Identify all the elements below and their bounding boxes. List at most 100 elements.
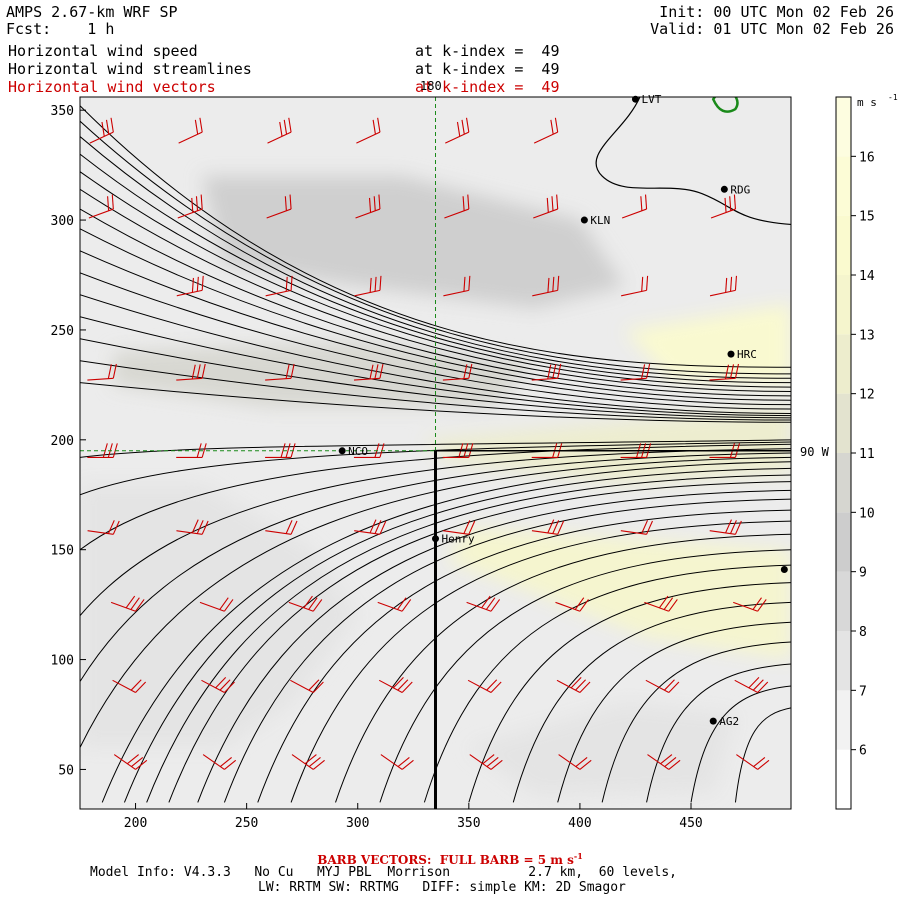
colorbar-band	[836, 512, 851, 572]
colorbar-band	[836, 334, 851, 394]
wind-barb	[88, 194, 114, 219]
streamline-north-12	[80, 338, 791, 419]
colorbar-band	[836, 749, 851, 809]
coastline	[595, 97, 791, 226]
station-dot	[709, 717, 717, 725]
wind-barb	[531, 519, 565, 535]
colorbar-tick-label: 11	[859, 447, 875, 462]
wind-barb	[444, 194, 470, 219]
barb-note-text: BARB VECTORS: FULL BARB = 5 m s	[317, 853, 574, 867]
station-dot	[580, 216, 588, 224]
wind-barb	[532, 275, 560, 297]
wind-barb	[734, 676, 769, 694]
reference-lines	[80, 97, 791, 809]
station-dot	[720, 185, 728, 193]
field-name-wind-vectors: Horizontal wind vectors	[8, 78, 216, 96]
model-title: AMPS 2.67-km WRF SP	[6, 3, 178, 21]
wind-barb	[265, 275, 293, 297]
colorbar-band	[836, 571, 851, 631]
wind-barb	[558, 754, 592, 770]
colorbar-band	[836, 393, 851, 453]
colorbar-tick-label: 9	[859, 566, 867, 581]
colorbar-tick-label: 7	[859, 684, 867, 699]
streamline-south-14	[601, 641, 791, 803]
wind-barb	[445, 117, 470, 144]
wind-barb	[621, 194, 648, 219]
y-tick-label: 200	[51, 434, 74, 449]
streamline-south-17	[734, 707, 791, 803]
streamline-south-3	[168, 481, 791, 803]
streamline-south-9	[379, 549, 791, 803]
barb-note: BARB VECTORS: FULL BARB = 5 m s-1	[0, 849, 900, 867]
wind-barbs	[87, 117, 770, 770]
x-tick-label: 200	[124, 816, 147, 831]
streamline-south-23	[80, 439, 791, 458]
wind-barb	[353, 363, 384, 381]
wind-barb	[620, 363, 651, 381]
streamline-north-7	[80, 228, 791, 401]
streamline-north-9	[80, 272, 791, 410]
y-tick-label: 250	[51, 324, 74, 339]
station-dot	[780, 565, 788, 573]
model-info-line1: Model Info: V4.3.3 No Cu MYJ PBL Morriso…	[90, 865, 677, 880]
streamline-south-22	[80, 441, 791, 496]
wind-barb	[443, 275, 471, 297]
streamline-north-6	[80, 208, 791, 397]
init-time: Init: 00 UTC Mon 02 Feb 26	[659, 3, 894, 21]
wind-barb	[176, 363, 206, 381]
streamline-north-11	[80, 316, 791, 417]
colorbar: 6 7 8 9 10 11 12 13 14 15 16 m s -1	[835, 93, 898, 810]
station-label: HRC	[737, 348, 757, 361]
wind-barb	[356, 117, 381, 144]
station-label: KLN	[590, 214, 610, 227]
stations: LVT RDG KLN HRC NCO Henry AG2	[338, 93, 788, 728]
speed-region-2	[113, 340, 536, 407]
meridian-180-label: 180	[420, 79, 442, 93]
wind-barb	[89, 117, 114, 144]
wind-barb	[377, 597, 412, 612]
wind-barb	[709, 275, 738, 297]
speed-region-4	[446, 527, 791, 660]
y-tick-label: 150	[51, 544, 74, 559]
station-dot	[727, 350, 735, 358]
speed-region-1	[202, 176, 625, 308]
wind-barb	[378, 676, 413, 694]
colorbar-band	[836, 453, 851, 513]
streamline-south-7	[290, 520, 791, 803]
wind-barb	[112, 679, 147, 694]
coastline-path	[595, 97, 791, 226]
colorbar-tick-label: 12	[859, 388, 875, 403]
streamline-north-1	[80, 120, 791, 375]
wind-barb	[620, 520, 653, 535]
wind-barb	[469, 754, 503, 770]
field-level-wind-speed: at k-index = 49	[415, 42, 560, 60]
streamline-south-19	[80, 452, 791, 682]
model-info-line2: LW: RRTM SW: RRTMG DIFF: simple KM: 2D S…	[258, 880, 626, 895]
wind-barb	[709, 363, 740, 381]
wind-barb	[355, 194, 381, 219]
wind-barb	[555, 597, 589, 612]
wind-barb	[621, 275, 649, 297]
wind-barb	[645, 679, 680, 694]
wind-barb	[176, 519, 209, 535]
colorbar-tick-label: 10	[859, 506, 875, 521]
colorbar-band	[836, 97, 851, 157]
streamlines	[80, 105, 791, 803]
field-level-streamlines: at k-index = 49	[415, 60, 560, 78]
colorbar-unit: m s	[857, 96, 877, 109]
wind-barb	[531, 363, 562, 381]
wind-barb	[354, 519, 387, 535]
streamline-south-11	[468, 582, 791, 803]
field-name-wind-speed: Horizontal wind speed	[8, 42, 198, 60]
streamline-south-13	[557, 621, 791, 803]
colorbar-tick-label: 15	[859, 210, 875, 225]
y-tick-label: 300	[51, 214, 74, 229]
streamline-south-5	[223, 498, 791, 803]
y-tick-label: 50	[58, 763, 74, 778]
station-label: LVT	[641, 93, 661, 106]
wind-barb	[556, 676, 591, 694]
wind-barb	[113, 754, 148, 770]
wind-barb	[176, 275, 204, 297]
station-label: AG2	[719, 715, 739, 728]
wind-barb	[736, 754, 770, 770]
